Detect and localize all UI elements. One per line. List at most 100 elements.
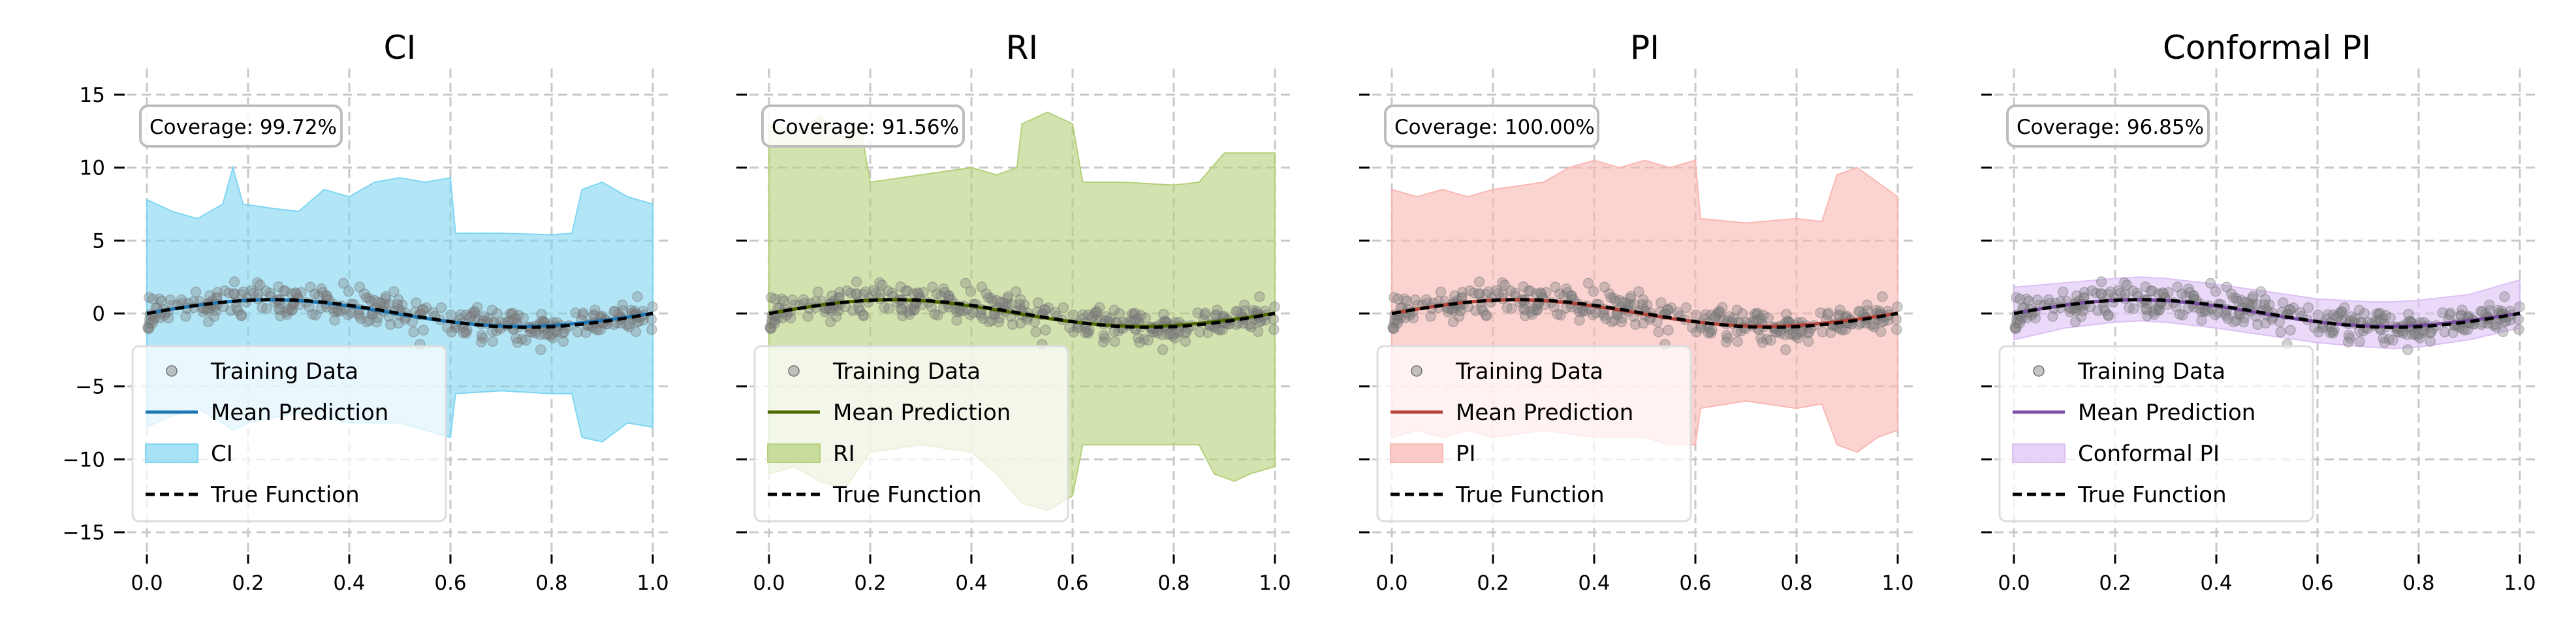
data-point [2322,309,2334,321]
coverage-label: Coverage: 99.72% [149,116,337,139]
panel-title: RI [1006,29,1039,67]
data-point [418,325,429,336]
x-tick-label: 0.6 [1056,571,1088,595]
data-point [1014,299,1025,310]
data-point [2484,305,2496,316]
data-point [589,309,600,320]
data-point [2188,289,2199,301]
data-point [2032,294,2043,306]
data-point [1077,309,1089,321]
data-point [2127,285,2139,296]
data-point [2255,286,2267,297]
data-point [1481,310,1492,321]
data-point [1217,324,1229,335]
data-point [2096,288,2107,300]
data-point [2092,305,2103,316]
data-point [1092,306,1103,318]
data-point [2009,323,2021,334]
data-point [1731,304,1743,315]
data-point [2011,292,2022,303]
data-point [870,287,881,299]
data-point [260,285,272,296]
data-point [1868,319,1879,330]
data-point [460,327,472,339]
data-point [1587,309,1599,321]
data-point [1803,327,1815,338]
data-point [2222,313,2234,325]
data-point [2023,295,2035,307]
data-point [1232,306,1243,317]
data-point [417,304,428,315]
data-point [918,287,929,298]
data-point [286,304,297,315]
data-point [1706,310,1717,321]
panel-ri: RI 0.0 0.2 0.4 0.6 0.8 1.0 Coverage: 91.56% Trai… [736,29,1295,595]
data-point [2444,309,2455,321]
data-point [1015,317,1026,329]
data-point [1464,285,1475,296]
data-point [951,306,963,317]
data-point [1114,308,1125,319]
data-point [310,310,321,321]
data-point [2148,309,2160,320]
legend-label: Training Data [832,359,981,385]
data-point [2157,287,2168,298]
data-point [1483,286,1494,297]
data-point [1040,304,1051,315]
data-point [819,306,831,317]
data-point [951,315,962,326]
data-point [929,308,941,320]
data-point [1791,329,1802,340]
data-point [343,286,354,297]
data-point [1506,303,1517,314]
data-point [965,286,977,297]
data-point [513,310,524,321]
data-point [1094,302,1105,313]
data-point [1720,336,1732,348]
data-point [826,290,838,302]
legend-label: Conformal PI [2078,441,2220,467]
data-point [280,306,292,318]
data-point [388,286,400,297]
data-point [1588,286,1599,297]
data-point [985,293,997,304]
data-point [2163,287,2174,298]
data-point [2196,315,2207,326]
data-point [1624,298,1635,310]
data-point [458,327,469,338]
data-point [1165,329,1176,340]
legend-label: True Function [1455,482,1605,508]
data-point [2402,344,2413,355]
legend-label: Training Data [1455,359,1603,385]
data-point [1787,329,1798,340]
data-point [371,312,383,323]
data-point [1169,332,1181,344]
data-point [1528,304,1539,315]
data-point [905,304,917,315]
data-point [212,287,223,298]
data-point [2105,286,2116,297]
data-point [2353,304,2365,315]
data-point [868,285,879,296]
data-point [994,296,1006,308]
data-point [632,291,643,302]
data-point [1157,344,1169,355]
data-point [1392,315,1404,326]
data-point [2325,327,2336,338]
data-point [2354,336,2365,347]
data-point [903,309,915,320]
data-point [943,289,954,301]
y-tick-label: 15 [80,84,105,107]
data-point [1211,309,1222,320]
data-point [2153,304,2164,315]
data-point [897,310,908,321]
data-point [1180,336,1191,347]
data-point [385,319,396,330]
data-point [2336,306,2348,318]
data-point [1449,290,1460,302]
data-point [2334,308,2345,319]
data-point [932,288,943,300]
data-point [361,316,373,328]
legend-marker-training-data [166,365,178,377]
data-point [1001,298,1013,310]
